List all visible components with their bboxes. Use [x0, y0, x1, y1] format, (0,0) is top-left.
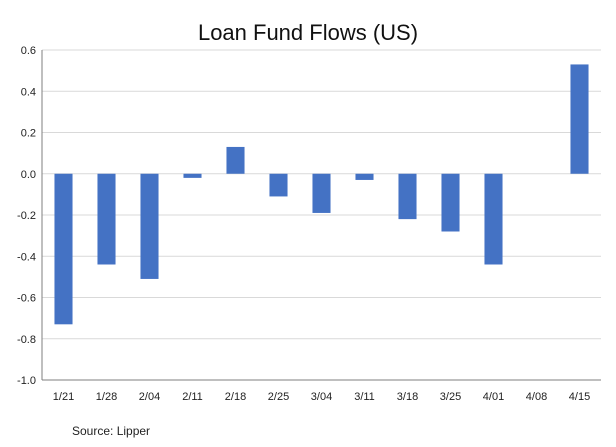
source-note: Source: Lipper — [72, 424, 151, 438]
bar — [97, 173, 116, 265]
x-tick-label: 3/04 — [311, 391, 332, 403]
y-tick-label: -0.8 — [17, 334, 36, 346]
bar — [355, 173, 374, 180]
x-tick-label: 1/21 — [53, 391, 74, 403]
x-tick-label: 2/04 — [139, 391, 160, 403]
x-tick-label: 3/25 — [440, 391, 461, 403]
bar — [484, 173, 503, 265]
x-tick-label: 2/11 — [182, 391, 203, 403]
x-tick-label: 2/25 — [268, 391, 289, 403]
y-tick-label: 0.0 — [21, 169, 36, 181]
bar — [441, 173, 460, 232]
y-tick-label: -0.2 — [17, 210, 36, 222]
y-tick-label: 0.2 — [21, 128, 36, 140]
bar — [398, 173, 417, 220]
y-tick-label: -0.4 — [17, 251, 36, 263]
bar — [140, 173, 159, 279]
chart-title: Loan Fund Flows (US) — [197, 20, 419, 45]
x-tick-label: 4/01 — [483, 391, 504, 403]
bar — [312, 173, 331, 213]
x-tick-label: 4/15 — [569, 391, 590, 403]
x-tick-label: 1/28 — [96, 391, 117, 403]
bar — [183, 173, 202, 178]
x-tick-label: 3/18 — [397, 391, 418, 403]
bar — [570, 64, 589, 174]
x-tick-label: 4/08 — [526, 391, 547, 403]
x-tick-label: 3/11 — [354, 391, 375, 403]
y-tick-label: -0.6 — [17, 293, 36, 305]
y-tick-label: 0.4 — [21, 86, 36, 98]
bar — [269, 173, 288, 197]
y-tick-label: 0.6 — [21, 45, 36, 57]
x-tick-label: 2/18 — [225, 391, 246, 403]
bar — [54, 173, 73, 325]
y-tick-label: -1.0 — [17, 375, 36, 387]
bar — [226, 146, 245, 174]
